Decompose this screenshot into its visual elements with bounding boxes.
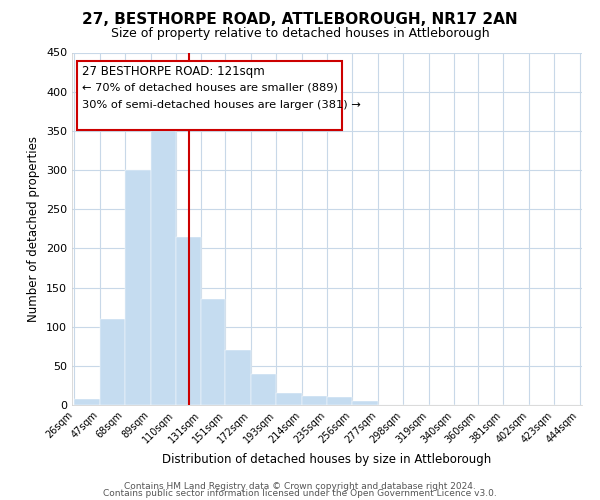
Bar — [226, 350, 251, 405]
Bar — [327, 397, 352, 405]
Text: Contains HM Land Registry data © Crown copyright and database right 2024.: Contains HM Land Registry data © Crown c… — [124, 482, 476, 491]
Bar — [352, 401, 378, 405]
Bar — [276, 394, 302, 405]
Bar — [176, 236, 202, 405]
Bar — [151, 123, 176, 405]
Bar — [125, 170, 151, 405]
Bar — [202, 299, 226, 405]
Text: 27 BESTHORPE ROAD: 121sqm: 27 BESTHORPE ROAD: 121sqm — [82, 65, 265, 78]
FancyBboxPatch shape — [77, 62, 342, 130]
Bar — [302, 396, 327, 405]
X-axis label: Distribution of detached houses by size in Attleborough: Distribution of detached houses by size … — [163, 453, 491, 466]
Bar — [251, 374, 276, 405]
Text: 27, BESTHORPE ROAD, ATTLEBOROUGH, NR17 2AN: 27, BESTHORPE ROAD, ATTLEBOROUGH, NR17 2… — [82, 12, 518, 28]
Text: ← 70% of detached houses are smaller (889): ← 70% of detached houses are smaller (88… — [82, 82, 338, 92]
Bar — [74, 398, 100, 405]
Bar — [100, 319, 125, 405]
Y-axis label: Number of detached properties: Number of detached properties — [28, 136, 40, 322]
Text: 30% of semi-detached houses are larger (381) →: 30% of semi-detached houses are larger (… — [82, 100, 361, 110]
Text: Size of property relative to detached houses in Attleborough: Size of property relative to detached ho… — [110, 28, 490, 40]
Text: Contains public sector information licensed under the Open Government Licence v3: Contains public sector information licen… — [103, 490, 497, 498]
